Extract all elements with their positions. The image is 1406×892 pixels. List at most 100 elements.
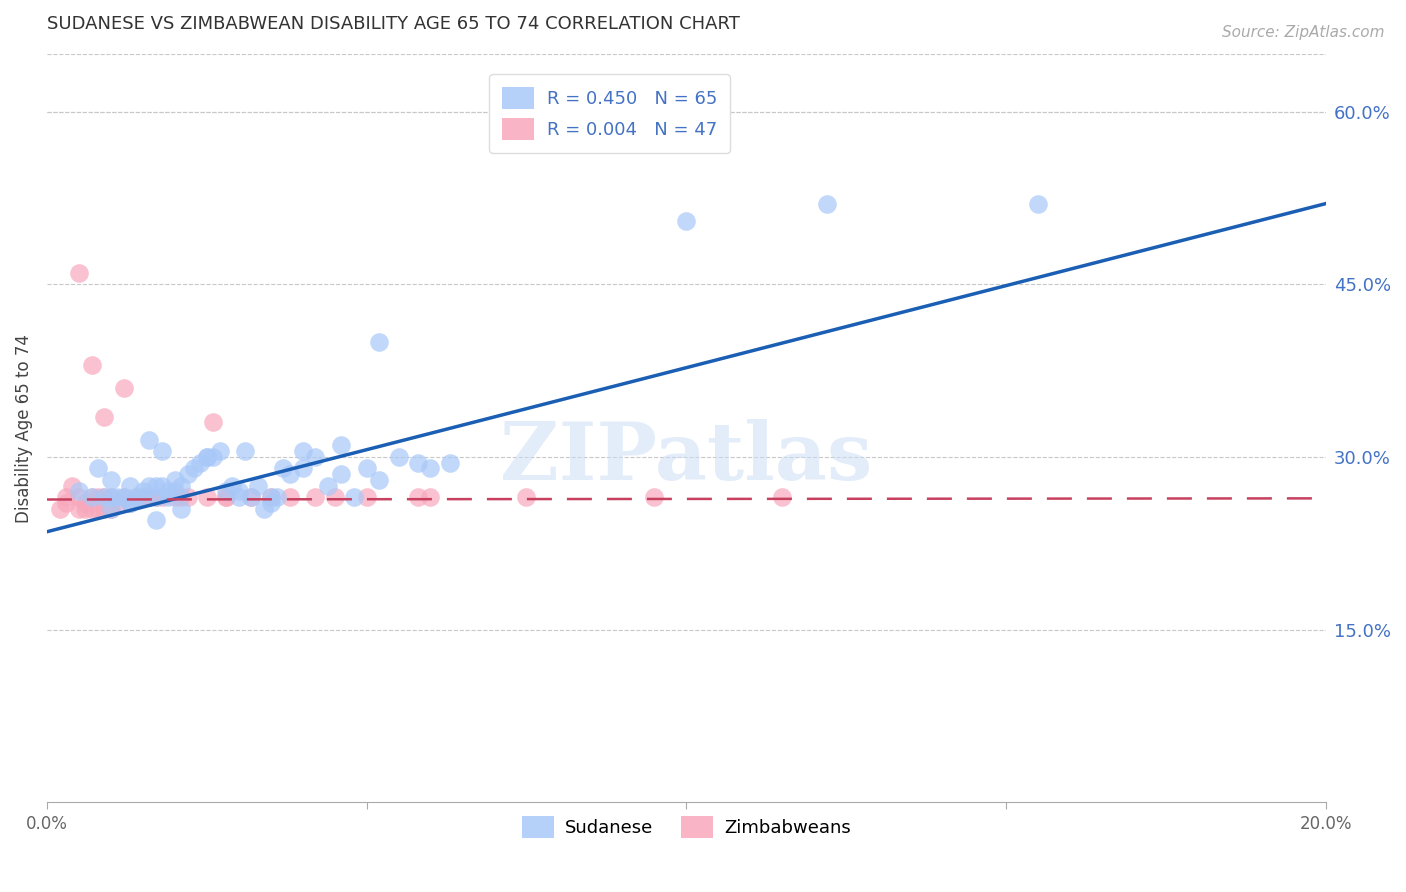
Point bbox=[228, 484, 250, 499]
Point bbox=[330, 467, 353, 482]
Point bbox=[112, 381, 135, 395]
Point bbox=[163, 484, 186, 499]
Point bbox=[233, 444, 256, 458]
Point bbox=[253, 501, 276, 516]
Y-axis label: Disability Age 65 to 74: Disability Age 65 to 74 bbox=[15, 334, 32, 523]
Point bbox=[1026, 196, 1049, 211]
Point bbox=[221, 478, 243, 492]
Point bbox=[163, 473, 186, 487]
Point bbox=[183, 461, 205, 475]
Point bbox=[259, 490, 281, 504]
Point bbox=[150, 478, 173, 492]
Point bbox=[368, 473, 391, 487]
Point bbox=[195, 450, 218, 464]
Point bbox=[266, 490, 288, 504]
Point bbox=[515, 490, 537, 504]
Point bbox=[100, 490, 122, 504]
Point bbox=[105, 496, 128, 510]
Point bbox=[132, 484, 155, 499]
Point bbox=[100, 490, 122, 504]
Text: Source: ZipAtlas.com: Source: ZipAtlas.com bbox=[1222, 25, 1385, 40]
Point bbox=[240, 490, 263, 504]
Point bbox=[138, 490, 160, 504]
Point bbox=[419, 461, 441, 475]
Point bbox=[406, 456, 429, 470]
Point bbox=[145, 478, 167, 492]
Point bbox=[176, 467, 198, 482]
Point bbox=[67, 490, 90, 504]
Point bbox=[170, 501, 193, 516]
Point bbox=[93, 501, 115, 516]
Point bbox=[105, 490, 128, 504]
Point bbox=[343, 490, 366, 504]
Point bbox=[55, 490, 77, 504]
Point bbox=[273, 461, 295, 475]
Point bbox=[150, 444, 173, 458]
Point bbox=[316, 478, 339, 492]
Point bbox=[138, 490, 160, 504]
Point bbox=[80, 490, 103, 504]
Point bbox=[75, 496, 97, 510]
Point bbox=[278, 490, 301, 504]
Point bbox=[55, 496, 77, 510]
Point bbox=[80, 490, 103, 504]
Point bbox=[145, 490, 167, 504]
Point bbox=[118, 496, 141, 510]
Point bbox=[240, 490, 263, 504]
Point bbox=[87, 501, 110, 516]
Point bbox=[215, 490, 238, 504]
Point bbox=[323, 490, 346, 504]
Point bbox=[125, 490, 148, 504]
Point bbox=[100, 501, 122, 516]
Point bbox=[228, 490, 250, 504]
Point bbox=[112, 490, 135, 504]
Point bbox=[100, 473, 122, 487]
Point bbox=[48, 501, 70, 516]
Point bbox=[304, 490, 326, 504]
Point bbox=[208, 444, 231, 458]
Text: SUDANESE VS ZIMBABWEAN DISABILITY AGE 65 TO 74 CORRELATION CHART: SUDANESE VS ZIMBABWEAN DISABILITY AGE 65… bbox=[46, 15, 740, 33]
Point bbox=[259, 496, 281, 510]
Point bbox=[246, 478, 269, 492]
Point bbox=[125, 490, 148, 504]
Point bbox=[132, 490, 155, 504]
Point bbox=[176, 490, 198, 504]
Point bbox=[215, 490, 238, 504]
Point bbox=[368, 334, 391, 349]
Text: ZIPatlas: ZIPatlas bbox=[501, 419, 872, 497]
Point bbox=[93, 490, 115, 504]
Point bbox=[439, 456, 461, 470]
Point bbox=[195, 450, 218, 464]
Point bbox=[406, 490, 429, 504]
Point bbox=[291, 461, 314, 475]
Point bbox=[67, 501, 90, 516]
Point bbox=[330, 438, 353, 452]
Point bbox=[259, 490, 281, 504]
Point bbox=[67, 266, 90, 280]
Point bbox=[138, 433, 160, 447]
Point bbox=[112, 490, 135, 504]
Point bbox=[118, 496, 141, 510]
Point bbox=[80, 501, 103, 516]
Point bbox=[215, 484, 238, 499]
Point bbox=[304, 450, 326, 464]
Point bbox=[157, 490, 180, 504]
Point bbox=[118, 496, 141, 510]
Point bbox=[202, 416, 225, 430]
Point bbox=[770, 490, 793, 504]
Point bbox=[93, 490, 115, 504]
Point bbox=[170, 490, 193, 504]
Legend: Sudanese, Zimbabweans: Sudanese, Zimbabweans bbox=[515, 809, 858, 846]
Point bbox=[145, 490, 167, 504]
Point bbox=[815, 196, 838, 211]
Point bbox=[643, 490, 665, 504]
Point bbox=[87, 490, 110, 504]
Point bbox=[138, 478, 160, 492]
Point bbox=[67, 484, 90, 499]
Point bbox=[387, 450, 409, 464]
Point bbox=[118, 478, 141, 492]
Point bbox=[75, 501, 97, 516]
Point bbox=[419, 490, 441, 504]
Point bbox=[93, 409, 115, 424]
Point bbox=[100, 501, 122, 516]
